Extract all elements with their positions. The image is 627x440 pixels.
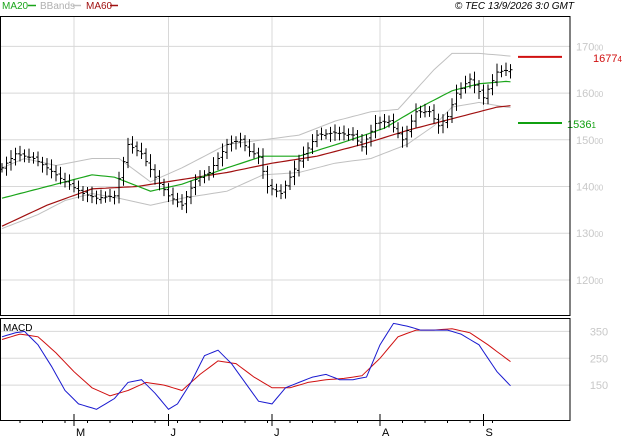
- price-bars-layer: [0, 62, 513, 214]
- ma20-line: [1, 80, 511, 199]
- grid-layer: [0, 16, 570, 386]
- macd-tick-label: 250: [590, 353, 608, 365]
- x-tick-label: S: [486, 427, 493, 439]
- price-tick-label: 15000: [576, 135, 604, 147]
- resistance-label: 16774: [593, 53, 622, 65]
- x-tick-label: A: [382, 427, 390, 439]
- price-tick-decimal: 00: [594, 43, 603, 52]
- price-tick-decimal: 00: [594, 184, 603, 193]
- price-tick-decimal: 00: [594, 90, 603, 99]
- legend-ma60-label: MA60: [86, 1, 113, 12]
- legend: MA20 BBands MA60: [2, 1, 118, 12]
- macd-line: [1, 322, 511, 410]
- levels-layer: 16774 15361: [518, 53, 622, 131]
- macd-title: MACD: [3, 323, 32, 334]
- resistance-label-decimal: 4: [617, 55, 622, 64]
- bollinger-bands-layer: [1, 52, 511, 230]
- price-tick-decimal: 00: [594, 137, 603, 146]
- price-tick-label: 14000: [576, 182, 604, 194]
- price-panel-frame: [0, 16, 571, 316]
- macd-layer: [1, 322, 511, 410]
- bb-upper-line: [1, 52, 511, 183]
- macd-panel-frame: [0, 318, 571, 421]
- price-tick-label: 17000: [576, 41, 604, 53]
- moving-averages-layer: [1, 80, 511, 227]
- price-tick-label: 12000: [576, 275, 604, 287]
- copyright-text: © TEC 13/9/2026 3:0 GMT: [455, 1, 575, 12]
- legend-bbands-label: BBands: [40, 1, 75, 12]
- legend-ma20-label: MA20: [2, 1, 29, 12]
- support-label: 15361: [567, 119, 596, 131]
- ma60-line: [1, 105, 511, 227]
- x-tick-label: M: [76, 427, 85, 439]
- macd-tick-label: 350: [590, 326, 608, 338]
- price-tick-label: 13000: [576, 228, 604, 240]
- support-label-decimal: 1: [591, 121, 596, 130]
- price-tick-label: 16000: [576, 88, 604, 100]
- bb-lower-line: [1, 101, 511, 230]
- x-tick-label: J: [171, 427, 177, 439]
- x-tick-label: J: [274, 427, 280, 439]
- price-tick-decimal: 00: [594, 277, 603, 286]
- macd-tick-label: 150: [590, 380, 608, 392]
- macd-signal-line: [1, 328, 511, 397]
- axes-layer: 12000 13000 14000 15000 16000 17000 150 250 350 M…: [0, 16, 608, 439]
- price-tick-decimal: 00: [594, 230, 603, 239]
